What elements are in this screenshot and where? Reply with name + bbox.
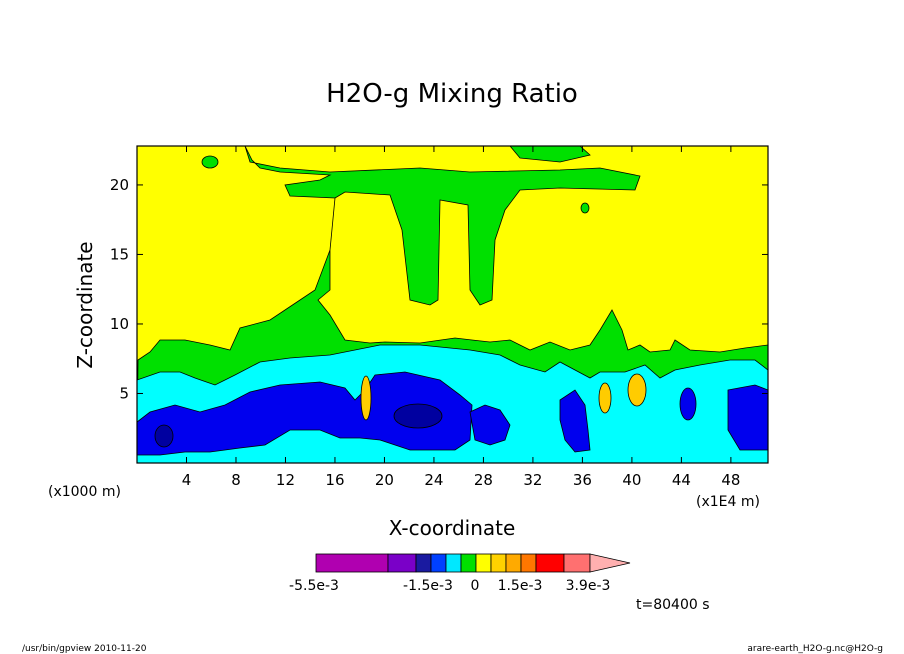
colorbar-swatch [415, 553, 432, 573]
y-axis-ticks: 5 10 15 20 [110, 176, 768, 402]
field-orange-3 [627, 373, 647, 407]
colorbar-swatch [387, 553, 417, 573]
colorbar-swatch [520, 553, 537, 573]
field-orange-2 [598, 382, 612, 414]
colorbar-swatch [535, 553, 565, 573]
field-blue-4 [727, 384, 768, 451]
field-orange-1 [360, 375, 372, 421]
colorbar-swatch [460, 553, 477, 573]
colorbar-swatch [490, 553, 507, 573]
colorbar-extension [589, 553, 631, 573]
colorbar [315, 553, 631, 573]
y-tick-label: 10 [110, 315, 129, 333]
colorbar-labels: -5.5e-3 -1.5e-3 0 1.5e-3 3.9e-3 [289, 578, 610, 594]
colorbar-tick-label: 3.9e-3 [566, 578, 611, 594]
x-axis-label: X-coordinate [389, 516, 516, 540]
field-blue [137, 371, 473, 456]
x-tick-label: 4 [182, 471, 192, 489]
x-tick-label: 12 [276, 471, 295, 489]
y-tick-label: 5 [119, 384, 129, 402]
colorbar-swatch [475, 553, 492, 573]
colorbar-tick-label: -1.5e-3 [403, 578, 453, 594]
colorbar-tick-label: 1.5e-3 [498, 578, 543, 594]
y-axis-label: Z-coordinate [73, 241, 97, 368]
field-green-blob-3 [509, 146, 591, 163]
field-green-blob-1 [201, 155, 219, 169]
x-tick-label: 44 [672, 471, 691, 489]
field-deepblue-2 [393, 403, 443, 429]
colorbar-tick-label: 0 [471, 578, 480, 594]
field-blue-5 [679, 387, 697, 421]
x-axis-unit: (x1E4 m) [696, 494, 760, 510]
x-tick-label: 28 [474, 471, 493, 489]
x-tick-label: 36 [573, 471, 592, 489]
field-deepblue-1 [154, 424, 174, 448]
field-green-blob-2 [580, 202, 590, 214]
x-tick-label: 16 [325, 471, 344, 489]
x-tick-label: 24 [424, 471, 443, 489]
colorbar-swatch [315, 553, 389, 573]
colorbar-swatch [563, 553, 591, 573]
footer-right: arare-earth_H2O-g.nc@H2O-g [747, 644, 883, 654]
y-tick-label: 20 [110, 176, 129, 194]
colorbar-tick-label: -5.5e-3 [289, 578, 339, 594]
field-blue-3 [559, 389, 591, 453]
x-axis-ticks: 4 8 12 16 20 24 28 32 36 40 44 48 [182, 146, 740, 489]
x-tick-label: 8 [231, 471, 241, 489]
plot-frame [136, 145, 769, 464]
x-tick-label: 20 [375, 471, 394, 489]
y-axis-unit: (x1000 m) [48, 484, 121, 500]
colorbar-swatch [505, 553, 522, 573]
time-label: t=80400 s [636, 597, 710, 613]
y-tick-label: 15 [110, 245, 129, 263]
x-tick-label: 48 [721, 471, 740, 489]
x-tick-label: 32 [523, 471, 542, 489]
chart-title: H2O-g Mixing Ratio [326, 79, 578, 109]
x-tick-label: 40 [622, 471, 641, 489]
footer-left: /usr/bin/gpview 2010-11-20 [22, 644, 147, 654]
field-blue-2 [469, 404, 511, 446]
colorbar-swatch [430, 553, 447, 573]
colorbar-swatch [445, 553, 462, 573]
